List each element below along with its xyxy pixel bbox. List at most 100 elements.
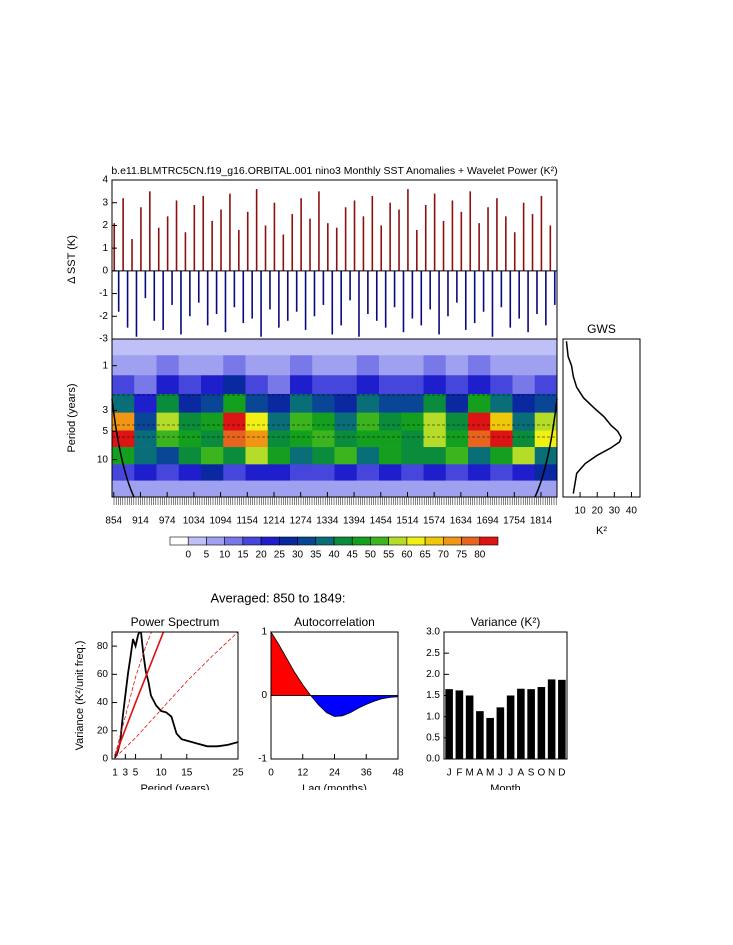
power-cell <box>534 447 558 465</box>
y-tick-label: 1 <box>102 360 108 371</box>
y-tick-label: 40 <box>97 697 109 708</box>
power-cell <box>379 447 402 465</box>
power-cell <box>267 355 291 376</box>
x-tick-label: 36 <box>361 768 373 779</box>
colorbar-label: 25 <box>274 550 286 561</box>
power-cell <box>534 339 558 356</box>
power-cell <box>512 355 536 376</box>
anomaly-bar <box>206 270 209 326</box>
x-tick-label: 1754 <box>503 516 526 527</box>
power-cell <box>223 447 246 465</box>
spectrum-line <box>114 632 165 757</box>
x-tick-label: 1694 <box>476 516 499 527</box>
x-tick-label: 1514 <box>396 516 419 527</box>
power-cell <box>423 430 447 448</box>
power-cell <box>512 412 536 431</box>
gws-line <box>565 341 623 494</box>
power-cell <box>490 339 513 356</box>
colorbar-label: 60 <box>401 550 413 561</box>
power-cell <box>512 339 536 356</box>
anomaly-bar <box>117 270 120 312</box>
power-cell <box>334 412 358 431</box>
x-tick-label: 1334 <box>316 516 339 527</box>
power-cell <box>223 430 246 448</box>
anomaly-bar <box>433 193 436 271</box>
anomaly-bar <box>286 270 289 321</box>
anomaly-bar <box>238 229 240 271</box>
power-cell <box>134 339 157 356</box>
colorbar-box <box>187 536 207 546</box>
anomaly-bar <box>358 270 360 337</box>
power-cell <box>312 355 335 376</box>
spectrum-line <box>114 632 238 758</box>
power-cell <box>490 412 513 431</box>
power-cell <box>245 412 269 431</box>
y-tick-label: -3 <box>99 334 108 345</box>
y-tick-label: 0 <box>261 690 267 701</box>
anomaly-bar <box>398 209 400 271</box>
anomaly-bar <box>197 270 200 303</box>
power-cell <box>468 375 491 395</box>
anomaly-bar <box>255 189 258 271</box>
y-tick-label: 0 <box>102 265 108 276</box>
anomaly-bar <box>282 234 285 271</box>
power-cell <box>178 393 202 413</box>
y-tick-label: 1 <box>102 243 108 254</box>
power-cell <box>112 430 135 448</box>
power-cell <box>290 480 313 498</box>
anomaly-bar <box>482 270 485 312</box>
anomaly-bar <box>464 270 467 330</box>
power-cell <box>334 480 358 498</box>
power-cell <box>401 339 424 356</box>
variance-bar <box>527 689 535 759</box>
power-cell <box>401 480 424 498</box>
anomaly-bar <box>224 270 227 333</box>
power-cell <box>245 339 269 356</box>
y-axis-label: Δ SST (K) <box>66 235 78 284</box>
power-cell <box>112 393 135 413</box>
power-cell <box>401 464 424 481</box>
power-cell <box>178 447 202 465</box>
anomaly-bar <box>202 195 205 271</box>
colorbar-label: 0 <box>185 550 191 561</box>
anomaly-bar <box>469 191 472 271</box>
x-tick-label: 3 <box>123 768 129 779</box>
power-cell <box>223 412 246 431</box>
power-cell <box>112 412 135 431</box>
power-cell <box>267 339 291 356</box>
colorbar-box <box>242 536 262 546</box>
y-tick-label: 0.5 <box>426 732 440 743</box>
power-cell <box>245 464 269 481</box>
power-cell <box>223 480 246 498</box>
power-cell <box>156 339 180 356</box>
power-cell <box>512 430 536 448</box>
power-cell <box>423 375 447 395</box>
plot-frame <box>562 338 641 498</box>
variance-bar <box>465 695 474 759</box>
power-cell <box>423 412 447 431</box>
power-cell <box>245 375 269 395</box>
colorbar-label: 5 <box>204 550 210 561</box>
x-tick-label: 854 <box>105 516 122 527</box>
anomaly-bar <box>278 270 280 328</box>
anomaly-bar <box>407 189 409 271</box>
y-tick-label: 3 <box>102 405 108 416</box>
power-cell <box>334 339 358 356</box>
y-tick-label: -1 <box>258 754 267 765</box>
colorbar-label: 15 <box>237 550 249 561</box>
power-cell <box>267 430 291 448</box>
colorbar-box <box>279 536 298 546</box>
power-cell <box>401 412 424 431</box>
power-cell <box>201 375 224 395</box>
x-tick-label: 1274 <box>290 516 313 527</box>
anomaly-bar <box>193 204 196 271</box>
x-tick-label: 1034 <box>183 516 206 527</box>
colorbar-label: 35 <box>310 550 322 561</box>
anomaly-bar <box>113 223 116 271</box>
cone <box>111 398 558 498</box>
y-axis-label: Variance (K²/unit freq.) <box>74 641 86 751</box>
anomaly-bar <box>233 270 236 308</box>
anomaly-bar <box>553 270 556 305</box>
power-cell <box>156 464 180 481</box>
variance-bar <box>486 717 494 759</box>
